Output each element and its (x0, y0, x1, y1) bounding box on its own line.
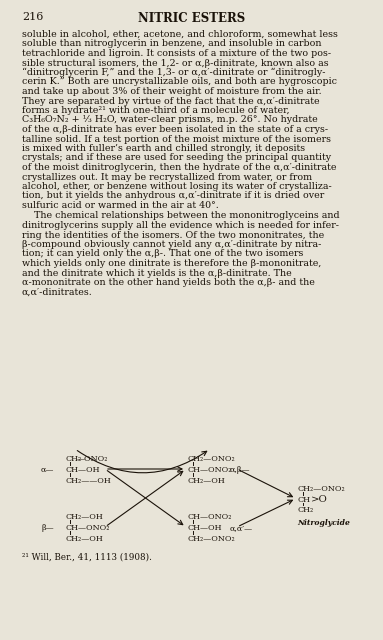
Text: ²¹ Will, Ber., 41, 1113 (1908).: ²¹ Will, Ber., 41, 1113 (1908). (22, 553, 152, 562)
Text: is mixed with fuller’s earth and chilled strongly, it deposits: is mixed with fuller’s earth and chilled… (22, 144, 305, 153)
Text: CH: CH (297, 496, 310, 504)
Text: CH₂—ONO₂: CH₂—ONO₂ (187, 535, 235, 543)
Text: and the dinitrate which it yields is the α,β-dinitrate. The: and the dinitrate which it yields is the… (22, 269, 292, 278)
Text: sulfuric acid or warmed in the air at 40°.: sulfuric acid or warmed in the air at 40… (22, 201, 219, 210)
Text: soluble than nitroglycerin in benzene, and insoluble in carbon: soluble than nitroglycerin in benzene, a… (22, 40, 321, 49)
Text: C₃H₆O₇N₂ + ⅓ H₂O, water-clear prisms, m.p. 26°. No hydrate: C₃H₆O₇N₂ + ⅓ H₂O, water-clear prisms, m.… (22, 115, 318, 125)
Text: crystals; and if these are used for seeding the principal quantity: crystals; and if these are used for seed… (22, 154, 331, 163)
Text: CH—ONO₂: CH—ONO₂ (65, 524, 110, 532)
Text: α,β—: α,β— (230, 466, 250, 474)
Text: of the moist dinitroglycerin, then the hydrate of the α,α′-dinitrate: of the moist dinitroglycerin, then the h… (22, 163, 337, 172)
Text: The chemical relationships between the mononitroglyceins and: The chemical relationships between the m… (22, 211, 340, 221)
Text: CH₂—OH: CH₂—OH (65, 513, 103, 521)
Text: CH₂——OH: CH₂——OH (65, 477, 111, 485)
Text: crystallizes out. It may be recrystallized from water, or from: crystallizes out. It may be recrystalliz… (22, 173, 312, 182)
Text: CH₂—ONO₂: CH₂—ONO₂ (297, 485, 345, 493)
Text: β—: β— (41, 524, 54, 532)
Text: CH₂: CH₂ (65, 455, 81, 463)
Text: ring the identities of the isomers. Of the two mononitrates, the: ring the identities of the isomers. Of t… (22, 230, 324, 239)
Text: 216: 216 (22, 12, 43, 22)
Text: dinitroglycerins supply all the evidence which is needed for infer-: dinitroglycerins supply all the evidence… (22, 221, 339, 230)
Text: CH—OH: CH—OH (65, 466, 100, 474)
Text: which yields only one dinitrate is therefore the β-mononitrate,: which yields only one dinitrate is there… (22, 259, 321, 268)
Text: tion; it can yield only the α,β-. That one of the two isomers: tion; it can yield only the α,β-. That o… (22, 250, 303, 259)
Text: tion, but it yields the anhydrous α,α′-dinitrate if it is dried over: tion, but it yields the anhydrous α,α′-d… (22, 191, 324, 200)
Text: CH₂—OH: CH₂—OH (65, 535, 103, 543)
Text: talline solid. If a test portion of the moist mixture of the isomers: talline solid. If a test portion of the … (22, 134, 331, 143)
Text: β-compound obviously cannot yield any α,α′-dinitrate by nitra-: β-compound obviously cannot yield any α,… (22, 240, 321, 249)
Text: and take up about 3% of their weight of moisture from the air.: and take up about 3% of their weight of … (22, 87, 322, 96)
Text: NITRIC ESTERS: NITRIC ESTERS (138, 12, 245, 25)
Text: α—: α— (41, 466, 54, 474)
Text: soluble in alcohol, ether, acetone, and chloroform, somewhat less: soluble in alcohol, ether, acetone, and … (22, 30, 338, 39)
Text: tetrachloride and ligroin. It consists of a mixture of the two pos-: tetrachloride and ligroin. It consists o… (22, 49, 331, 58)
Text: CH—ONO₂: CH—ONO₂ (187, 466, 231, 474)
Text: They are separated by virtue of the fact that the α,α′-dinitrate: They are separated by virtue of the fact… (22, 97, 320, 106)
Text: CH₂—OH: CH₂—OH (187, 477, 225, 485)
Text: Nitroglycide: Nitroglycide (297, 519, 350, 527)
Text: α-mononitrate on the other hand yields both the α,β- and the: α-mononitrate on the other hand yields b… (22, 278, 315, 287)
Text: α,α′—: α,α′— (230, 524, 253, 532)
FancyArrowPatch shape (77, 451, 207, 473)
Text: forms a hydrate²¹ with one-third of a molecule of water,: forms a hydrate²¹ with one-third of a mo… (22, 106, 290, 115)
Text: α,α′-dinitrates.: α,α′-dinitrates. (22, 287, 93, 296)
Text: CH—OH: CH—OH (187, 524, 221, 532)
Text: CH—ONO₂: CH—ONO₂ (187, 513, 231, 521)
Text: sible structural isomers, the 1,2- or α,β-dinitrate, known also as: sible structural isomers, the 1,2- or α,… (22, 58, 329, 67)
Text: CH₂—ONO₂: CH₂—ONO₂ (187, 455, 235, 463)
Text: CH₂: CH₂ (297, 506, 313, 514)
Text: “dinitroglycerin F,” and the 1,3- or α,α′-dinitrate or “dinitrogly-: “dinitroglycerin F,” and the 1,3- or α,α… (22, 68, 326, 77)
Text: —ONO₂: —ONO₂ (77, 455, 108, 463)
Text: of the α,β-dinitrate has ever been isolated in the state of a crys-: of the α,β-dinitrate has ever been isola… (22, 125, 328, 134)
Text: cerin K.” Both are uncrystallizable oils, and both are hygroscopic: cerin K.” Both are uncrystallizable oils… (22, 77, 337, 86)
Text: alcohol, ether, or benzene without losing its water of crystalliza-: alcohol, ether, or benzene without losin… (22, 182, 332, 191)
Text: >O: >O (311, 495, 328, 504)
